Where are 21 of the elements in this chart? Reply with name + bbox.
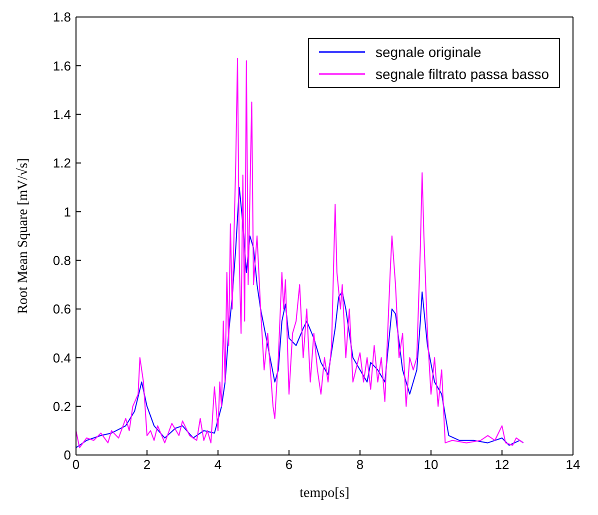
x-axis-title: tempo[s] — [300, 486, 350, 501]
y-tick-label: 0.4 — [52, 350, 71, 366]
x-tick-label: 8 — [356, 457, 364, 472]
y-tick-label: 1.8 — [52, 10, 71, 25]
y-tick-label: 1.2 — [52, 156, 71, 171]
x-tick-label: 10 — [424, 457, 438, 472]
x-tick-label: 6 — [285, 457, 293, 472]
legend-label: segnale filtrato passa basso — [375, 65, 549, 84]
y-axis-title: Root Mean Square [mV/√s] — [14, 158, 31, 314]
y-tick-label: 1.4 — [52, 106, 71, 122]
y-tick-label: 0.2 — [52, 398, 71, 414]
y-tick-label: 0.8 — [52, 252, 71, 268]
y-tick-label: 0.6 — [52, 302, 71, 317]
legend-label: segnale originale — [375, 43, 482, 62]
x-tick-label: 2 — [143, 457, 151, 472]
x-tick-label: 14 — [566, 457, 580, 472]
x-tick-label: 12 — [494, 457, 510, 472]
y-tick-label: 1.6 — [52, 58, 71, 74]
x-tick-label: 4 — [214, 457, 222, 472]
y-tick-label: 1 — [64, 204, 71, 220]
y-tick-label: 0 — [64, 448, 71, 463]
